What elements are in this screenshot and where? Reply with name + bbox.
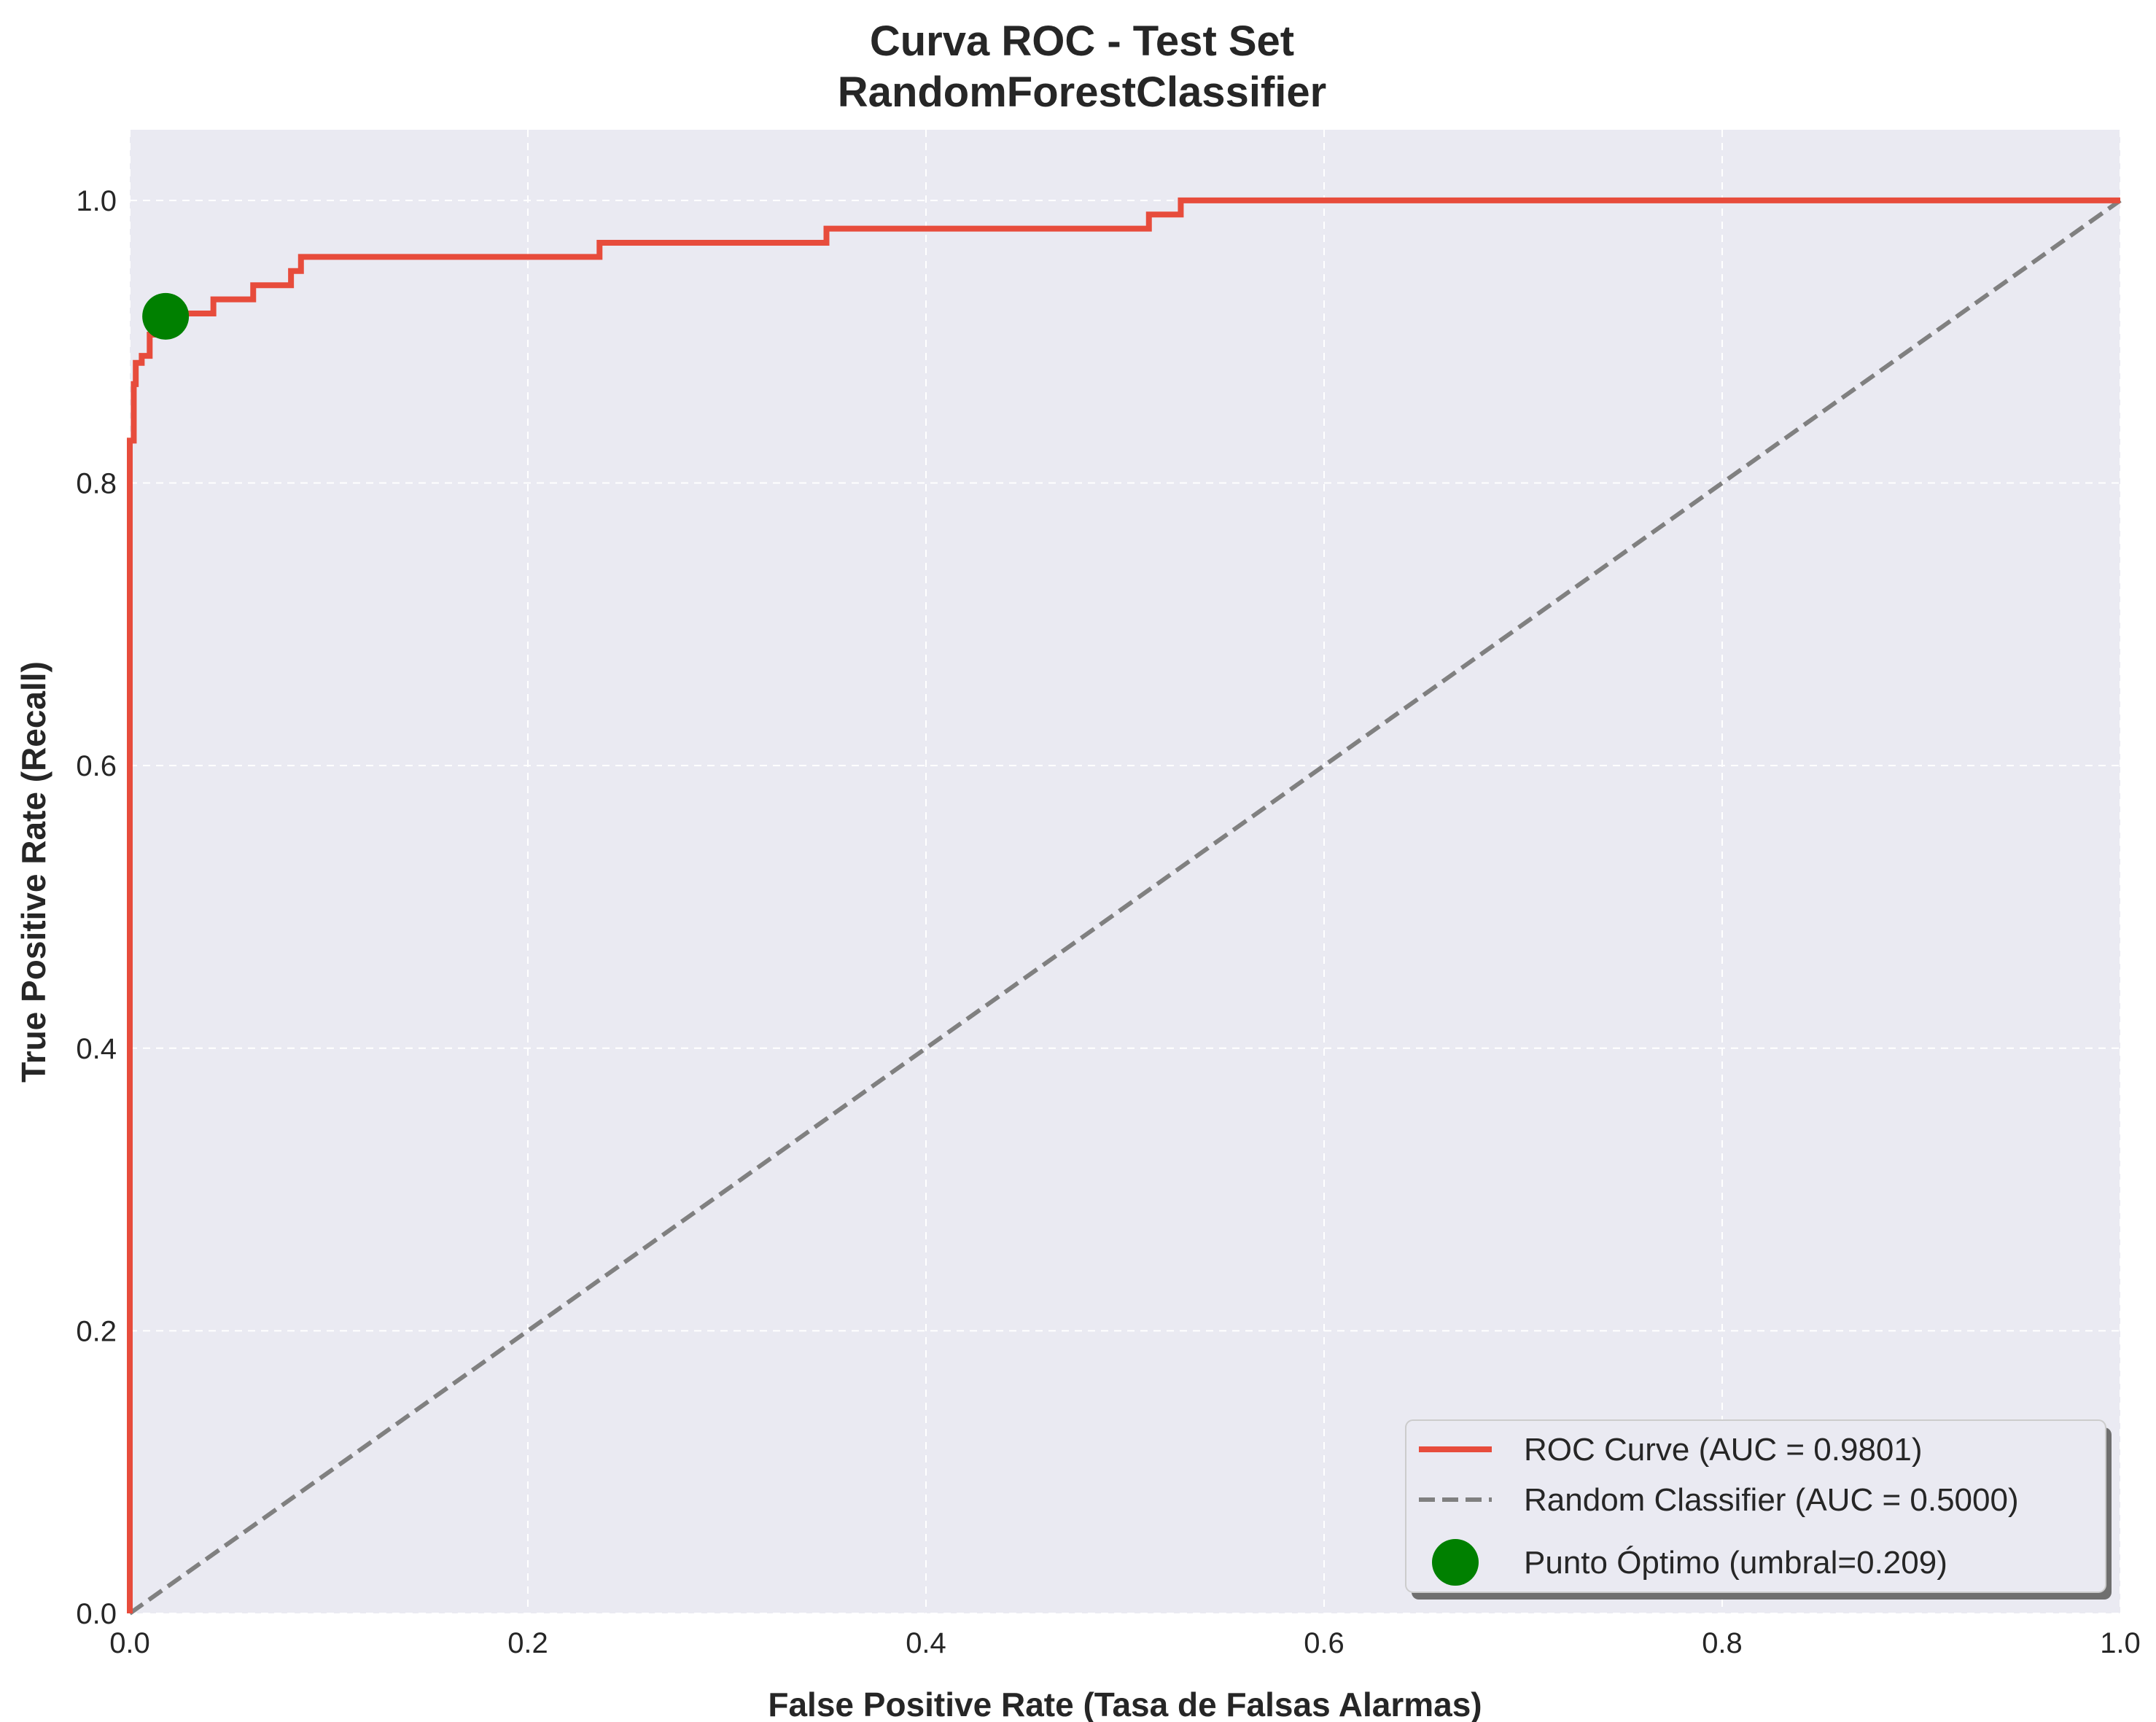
x-tick-label: 0.8 [1702, 1627, 1743, 1659]
y-axis-label: True Positive Rate (Recall) [15, 661, 52, 1083]
legend-label-random: Random Classifier (AUC = 0.5000) [1524, 1482, 2019, 1518]
legend-swatch-optimal [1432, 1539, 1479, 1586]
random-classifier-line [128, 198, 2122, 1616]
legend-box [1405, 1419, 2106, 1593]
series-group [127, 197, 2122, 1616]
legend-label-roc: ROC Curve (AUC = 0.9801) [1524, 1432, 1923, 1468]
chart-title-line2: RandomForestClassifier [838, 69, 1326, 116]
chart-title-line1: Curva ROC - Test Set [870, 17, 1294, 65]
x-tick-label: 0.2 [507, 1627, 548, 1659]
x-axis-label: False Positive Rate (Tasa de Falsas Alar… [768, 1686, 1482, 1722]
optimal-point-marker [142, 292, 190, 340]
x-tick-label: 1.0 [2100, 1627, 2141, 1659]
x-tick-label: 0.0 [109, 1627, 150, 1659]
y-tick-label: 0.2 [76, 1315, 117, 1347]
y-tick-label: 0.0 [76, 1598, 117, 1630]
y-tick-label: 0.4 [76, 1033, 117, 1065]
y-tick-label: 1.0 [76, 185, 117, 217]
legend-label-optimal: Punto Óptimo (umbral=0.209) [1524, 1545, 1947, 1581]
x-tick-label: 0.4 [906, 1627, 946, 1659]
plot-area [130, 130, 2120, 1613]
roc-curve-line [127, 197, 2120, 1613]
tick-labels: 0.0 0.2 0.4 0.6 0.8 1.0 0.0 0.2 0.4 0.6 0.8 1.0 [76, 185, 2140, 1659]
y-tick-label: 0.8 [76, 468, 117, 500]
legend: ROC Curve (AUC = 0.9801) Random Classifi… [1405, 1419, 2112, 1600]
x-tick-label: 0.6 [1304, 1627, 1344, 1659]
y-tick-label: 0.6 [76, 750, 117, 782]
